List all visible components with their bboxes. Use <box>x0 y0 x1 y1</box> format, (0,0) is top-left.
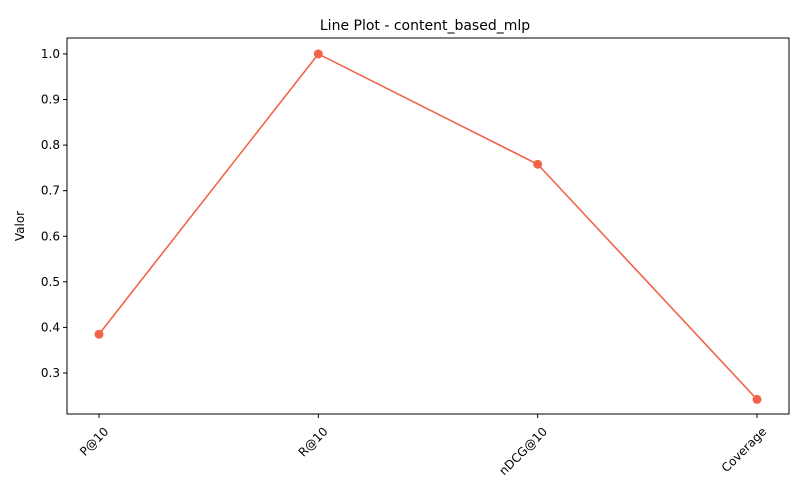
y-tick-label: 1.0 <box>41 47 60 61</box>
x-tick-label: Coverage <box>719 424 770 475</box>
series-line <box>98 52 758 400</box>
x-axis-ticks: P@10 R@10 nDCG@10 Coverage <box>77 414 769 478</box>
y-tick-label: 0.8 <box>41 138 60 152</box>
data-point <box>752 394 762 404</box>
x-tick-label: P@10 <box>77 424 111 458</box>
y-tick-label: 0.4 <box>41 320 60 334</box>
y-tick-label: 0.3 <box>41 366 60 380</box>
y-tick-label: 0.7 <box>41 184 60 198</box>
y-tick-label: 0.9 <box>41 93 60 107</box>
chart-title: Line Plot - content_based_mlp <box>320 18 530 34</box>
data-point <box>94 329 104 339</box>
axes-frame <box>66 37 790 415</box>
data-point <box>313 49 323 59</box>
x-tick-label: R@10 <box>296 424 331 459</box>
data-point <box>533 159 543 169</box>
y-tick-label: 0.5 <box>41 275 60 289</box>
y-axis-title: Valor <box>13 211 27 241</box>
series-layer <box>94 49 762 404</box>
y-axis-ticks: 0.3 0.4 0.5 0.6 0.7 0.8 0.9 1.0 <box>41 47 67 380</box>
y-tick-label: 0.6 <box>41 229 60 243</box>
x-tick-label: nDCG@10 <box>496 424 550 478</box>
